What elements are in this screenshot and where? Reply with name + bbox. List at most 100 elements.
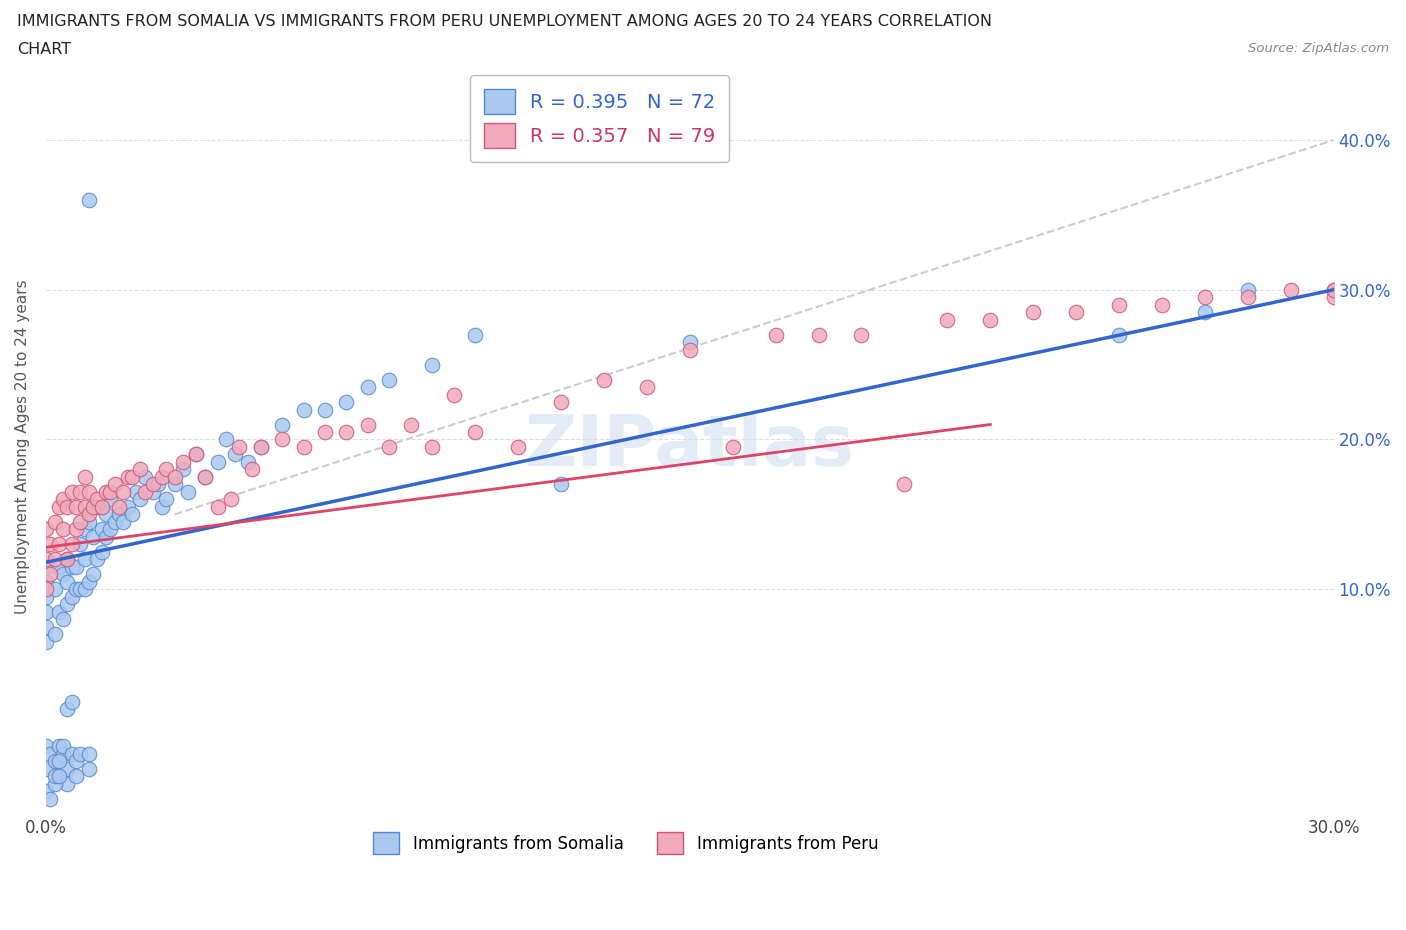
Point [679, 342, 702, 357]
Point [765, 327, 787, 342]
Point [35, 551, 58, 566]
Point [194, 470, 217, 485]
Point [48, 604, 70, 619]
Point [207, 455, 229, 470]
Point [77, 485, 100, 499]
Point [65, 499, 87, 514]
Point [35, 634, 58, 649]
Point [60, 590, 83, 604]
Point [82, 499, 104, 514]
Point [679, 335, 702, 350]
Point [77, 575, 100, 590]
Point [271, 417, 294, 432]
Point [125, 485, 148, 499]
Point [73, 582, 96, 597]
Point [52, 492, 75, 507]
Point [77, 507, 100, 522]
Point [60, 537, 83, 551]
Point [155, 462, 177, 477]
Point [236, 455, 259, 470]
Point [378, 440, 401, 455]
Point [176, 485, 198, 499]
Point [86, 499, 108, 514]
Point [443, 387, 465, 402]
Point [292, 440, 315, 455]
Point [207, 499, 229, 514]
Point [314, 425, 336, 440]
Point [172, 462, 194, 477]
Point [35, 619, 58, 634]
Point [56, 551, 79, 566]
Text: CHART: CHART [17, 42, 70, 57]
Point [44, 627, 66, 642]
Point [44, 754, 66, 769]
Point [1323, 283, 1346, 298]
Point [39, 791, 62, 806]
Point [94, 507, 117, 522]
Point [98, 485, 121, 499]
Point [134, 470, 156, 485]
Point [1279, 283, 1302, 298]
Point [48, 559, 70, 574]
Point [117, 470, 139, 485]
Point [65, 559, 87, 574]
Point [219, 492, 242, 507]
Point [60, 694, 83, 709]
Point [69, 537, 91, 551]
Point [150, 470, 173, 485]
Point [98, 522, 121, 537]
Point [35, 522, 58, 537]
Point [48, 499, 70, 514]
Point [249, 440, 271, 455]
Point [249, 440, 271, 455]
Point [69, 747, 91, 762]
Point [77, 762, 100, 777]
Point [52, 566, 75, 581]
Text: IMMIGRANTS FROM SOMALIA VS IMMIGRANTS FROM PERU UNEMPLOYMENT AMONG AGES 20 TO 24: IMMIGRANTS FROM SOMALIA VS IMMIGRANTS FR… [17, 14, 991, 29]
Point [48, 537, 70, 551]
Point [52, 522, 75, 537]
Point [851, 327, 873, 342]
Point [420, 357, 443, 372]
Point [48, 754, 70, 769]
Point [86, 551, 108, 566]
Point [94, 529, 117, 544]
Point [90, 544, 112, 559]
Point [121, 470, 143, 485]
Point [335, 394, 357, 409]
Point [129, 462, 152, 477]
Point [142, 485, 165, 499]
Point [48, 739, 70, 754]
Point [73, 470, 96, 485]
Point [65, 754, 87, 769]
Point [721, 440, 744, 455]
Point [1064, 305, 1087, 320]
Point [1022, 305, 1045, 320]
Point [550, 394, 572, 409]
Point [134, 485, 156, 499]
Point [104, 477, 127, 492]
Point [228, 440, 250, 455]
Point [60, 747, 83, 762]
Point [108, 499, 131, 514]
Point [56, 777, 79, 791]
Point [77, 193, 100, 207]
Point [52, 747, 75, 762]
Point [56, 762, 79, 777]
Point [194, 470, 217, 485]
Point [399, 417, 422, 432]
Legend: Immigrants from Somalia, Immigrants from Peru: Immigrants from Somalia, Immigrants from… [366, 826, 884, 860]
Point [240, 462, 263, 477]
Point [378, 372, 401, 387]
Point [35, 604, 58, 619]
Point [35, 559, 58, 574]
Point [314, 402, 336, 417]
Point [186, 447, 208, 462]
Point [69, 514, 91, 529]
Point [215, 432, 238, 447]
Point [60, 485, 83, 499]
Point [807, 327, 830, 342]
Point [35, 784, 58, 799]
Point [550, 477, 572, 492]
Point [35, 739, 58, 754]
